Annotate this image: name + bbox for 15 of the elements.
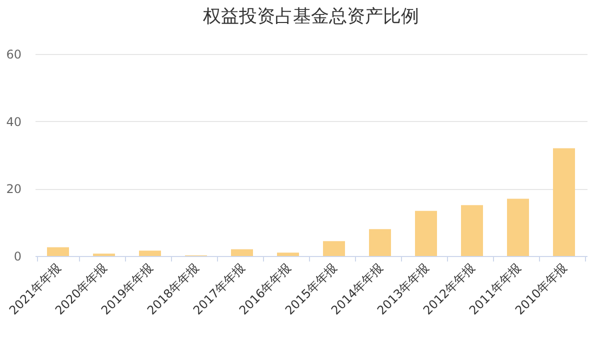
bar <box>461 205 483 256</box>
y-tick-label: 0 <box>14 250 22 264</box>
y-tick-label: 40 <box>6 114 22 129</box>
bar <box>323 241 345 256</box>
y-tick-label: 20 <box>6 182 22 196</box>
bar <box>553 148 575 256</box>
chart-title: 权益投资占基金总资产比例 <box>202 6 419 27</box>
bar <box>415 210 437 256</box>
bar <box>47 247 69 256</box>
bar <box>139 250 161 256</box>
y-tick-label: 60 <box>6 48 22 62</box>
bar <box>277 252 299 256</box>
bar <box>369 229 391 256</box>
bar <box>231 249 253 256</box>
bar <box>507 198 529 256</box>
